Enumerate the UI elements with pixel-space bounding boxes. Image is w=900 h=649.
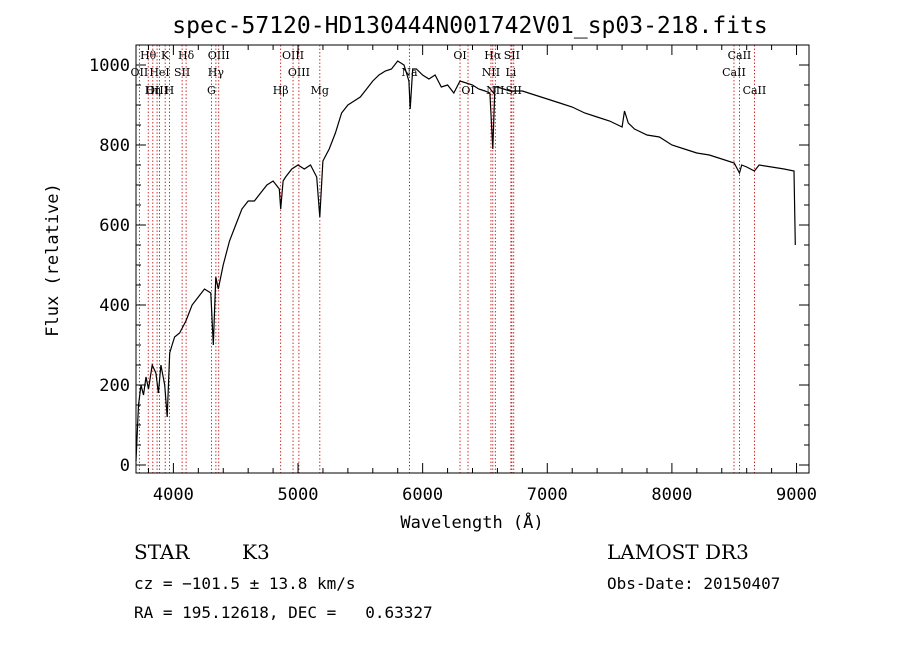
line-label: Hγ (208, 66, 225, 79)
plot-frame (135, 44, 810, 474)
y-tick-label: 800 (99, 136, 130, 156)
x-axis-ticks: 4000 5000 6000 7000 8000 9000 (147, 45, 817, 505)
x-axis-label: Wavelength (Å) (400, 511, 543, 533)
ra-dec-coordinates: RA = 195.12618, DEC = 0.63327 (134, 603, 433, 622)
x-tick-label: 4000 (153, 485, 194, 505)
line-label: Hβ (273, 84, 289, 97)
line-label: Hθ (140, 49, 157, 62)
object-subclass: K3 (242, 540, 270, 564)
line-label: CaII (728, 49, 752, 62)
spectrum-line (135, 60, 796, 462)
y-tick-label: 1000 (89, 56, 130, 76)
line-label: Na (401, 66, 418, 79)
line-label: OI (461, 84, 474, 97)
line-label: Hα (484, 49, 502, 62)
y-tick-label: 0 (120, 456, 130, 476)
y-axis-label: Flux (relative) (43, 183, 63, 337)
line-label: H (165, 84, 175, 97)
emission-line-markers (138, 45, 755, 473)
object-class: STAR (134, 540, 190, 564)
line-label: NII (482, 66, 500, 79)
line-label: Hδ (178, 49, 195, 62)
chart-title: spec-57120-HD130444N001742V01_sp03-218.f… (172, 13, 767, 39)
line-label: OIII (282, 49, 304, 62)
y-tick-label: 200 (99, 376, 130, 396)
redshift-velocity: cz = −101.5 ± 13.8 km/s (134, 574, 356, 593)
survey-name: LAMOST DR3 (607, 540, 749, 564)
y-axis-ticks: 0 200 400 600 800 1000 (89, 56, 809, 476)
line-label: Hη (145, 84, 161, 97)
line-label: SII (174, 66, 190, 79)
y-tick-label: 400 (99, 296, 130, 316)
line-label: SII (504, 49, 520, 62)
line-label: Mg (311, 84, 329, 97)
line-label: G (207, 84, 216, 97)
line-label: OIII (146, 84, 168, 97)
x-tick-label: 5000 (278, 485, 319, 505)
line-label: Li (505, 66, 516, 79)
line-label: OI (453, 49, 466, 62)
line-label: OIII (288, 66, 310, 79)
line-label: CaII (743, 84, 767, 97)
line-label: OIII (208, 49, 230, 62)
x-tick-label: 7000 (527, 485, 568, 505)
line-label: OII (131, 66, 149, 79)
x-tick-label: 6000 (402, 485, 443, 505)
y-tick-label: 600 (99, 216, 130, 236)
x-tick-label: 8000 (651, 485, 692, 505)
x-tick-label: 9000 (776, 485, 817, 505)
observation-date: Obs-Date: 20150407 (607, 574, 781, 593)
line-label: K (161, 49, 170, 62)
line-label: CaII (722, 66, 746, 79)
line-label: HeI (149, 66, 169, 79)
